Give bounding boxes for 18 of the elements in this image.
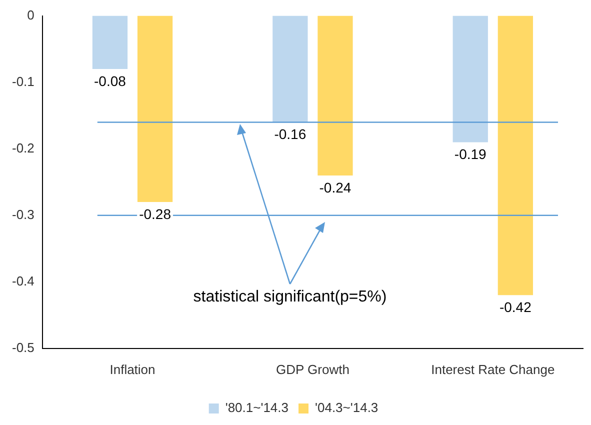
legend-label: '80.1~'14.3 bbox=[225, 400, 289, 416]
data-label: -0.19 bbox=[454, 146, 487, 162]
y-tick-label: -0.4 bbox=[12, 273, 34, 288]
data-label: -0.28 bbox=[139, 206, 172, 222]
x-tick-label: GDP Growth bbox=[276, 362, 350, 377]
y-tick-label: -0.3 bbox=[12, 206, 34, 222]
x-tick-label: Interest Rate Change bbox=[431, 362, 555, 377]
data-label: -0.16 bbox=[274, 126, 306, 142]
annotation: statistical significant(p=5%) bbox=[193, 288, 387, 306]
y-tick-label: 0 bbox=[27, 7, 34, 22]
data-label: -0.42 bbox=[499, 299, 532, 316]
data-label: -0.24 bbox=[319, 179, 352, 196]
y-tick-label: -0.2 bbox=[12, 140, 34, 156]
legend-label: '04.3~'14.3 bbox=[315, 400, 378, 416]
y-tick-label: -0.5 bbox=[12, 340, 34, 355]
x-tick-label: Inflation bbox=[110, 362, 156, 377]
y-tick-label: -0.1 bbox=[12, 74, 34, 89]
data-label: -0.08 bbox=[94, 72, 126, 89]
